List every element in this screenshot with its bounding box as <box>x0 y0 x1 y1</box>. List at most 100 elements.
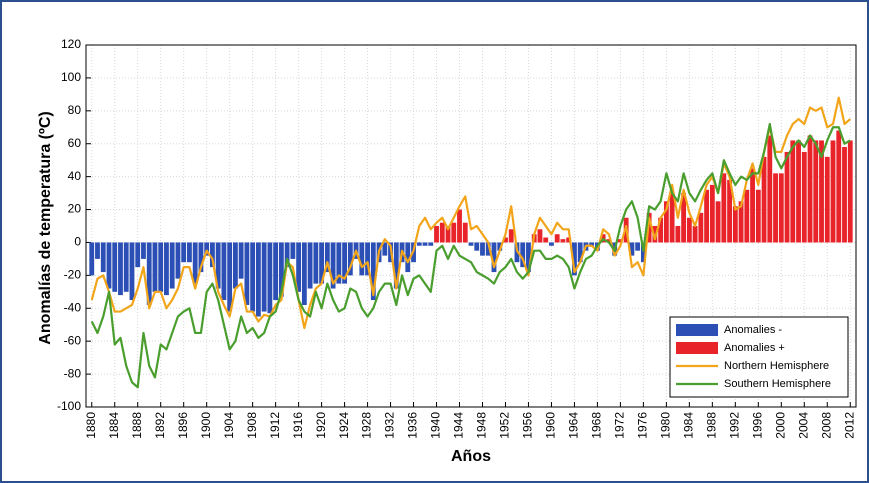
bar <box>629 242 635 256</box>
legend-label: Anomalies + <box>724 342 785 354</box>
bar <box>503 237 508 243</box>
x-tick-label: 1964 <box>567 412 581 439</box>
y-tick-label: 100 <box>61 70 81 84</box>
x-tick-label: 1996 <box>750 412 764 439</box>
bar <box>847 140 853 243</box>
bar <box>686 217 692 243</box>
y-tick-label: -100 <box>57 399 81 413</box>
x-tick-label: 1892 <box>153 412 167 439</box>
bar <box>365 242 370 276</box>
bar <box>836 130 842 243</box>
bar <box>347 242 353 276</box>
bar <box>416 242 422 246</box>
bar <box>370 242 376 301</box>
x-tick-label: 1900 <box>199 412 213 439</box>
x-tick-label: 1944 <box>452 412 466 439</box>
x-tick-label: 1940 <box>429 412 443 439</box>
bar <box>790 140 796 243</box>
x-tick-label: 1880 <box>84 412 98 439</box>
line <box>90 122 851 389</box>
bar <box>204 242 210 256</box>
bar <box>255 242 261 317</box>
y-tick-label: 0 <box>74 235 81 249</box>
x-tick-label: 1916 <box>291 412 305 439</box>
y-tick-label: 40 <box>68 169 82 183</box>
bar <box>106 242 112 289</box>
bar <box>721 173 727 243</box>
bar <box>244 242 250 305</box>
x-tick-label: 1992 <box>728 412 742 439</box>
y-axis-title: Anomalías de temperatura (ºC) <box>37 111 54 344</box>
bar <box>273 242 279 301</box>
bar <box>169 242 175 289</box>
bar <box>784 151 790 243</box>
bar <box>89 242 95 276</box>
bar <box>617 239 623 243</box>
x-tick-label: 1980 <box>659 412 673 439</box>
bar <box>146 242 152 305</box>
bar <box>393 242 399 289</box>
x-tick-label: 1936 <box>406 412 420 439</box>
bar <box>474 242 480 251</box>
bar <box>342 242 347 284</box>
x-tick-label: 1948 <box>475 412 489 439</box>
bar <box>750 168 755 243</box>
bar <box>290 242 296 259</box>
bar <box>658 217 664 243</box>
bar <box>422 242 428 246</box>
bar <box>520 242 526 268</box>
legend-label: Northern Hemisphere <box>724 360 829 372</box>
bar <box>405 242 411 273</box>
x-tick-label: 1956 <box>521 412 535 439</box>
bar <box>112 242 118 292</box>
bar <box>336 242 342 284</box>
bar <box>640 242 646 263</box>
bar <box>830 140 836 243</box>
bar <box>181 242 187 263</box>
legend-swatch <box>676 324 718 336</box>
bar <box>158 242 164 292</box>
bar <box>755 189 761 243</box>
bar <box>192 242 198 284</box>
legend-label: Southern Hemisphere <box>724 378 831 390</box>
bar <box>261 242 267 312</box>
bar <box>485 242 491 256</box>
bar <box>313 242 319 284</box>
bar <box>704 189 710 243</box>
x-tick-label: 1908 <box>245 412 259 439</box>
legend-label: Anomalies - <box>724 324 782 336</box>
bar <box>100 242 106 273</box>
x-tick-label: 1960 <box>544 412 558 439</box>
bar <box>164 242 169 296</box>
bar <box>210 242 215 268</box>
bar <box>497 242 503 251</box>
x-tick-label: 2004 <box>796 412 810 439</box>
bar <box>330 242 336 289</box>
bar <box>761 156 767 243</box>
bar <box>198 242 204 273</box>
bar <box>175 242 181 279</box>
bar <box>135 242 141 268</box>
bar <box>744 189 750 243</box>
bar <box>537 229 543 243</box>
bar <box>118 242 123 296</box>
bar <box>549 242 554 246</box>
bar <box>606 239 612 243</box>
y-tick-label: -40 <box>64 300 82 314</box>
bar <box>663 201 669 243</box>
bar <box>250 242 256 312</box>
bar <box>635 242 641 251</box>
bar <box>187 242 192 263</box>
x-tick-label: 1988 <box>705 412 719 439</box>
x-tick-label: 1968 <box>590 412 604 439</box>
bar <box>284 242 290 268</box>
bar <box>566 237 572 243</box>
bar <box>324 242 330 273</box>
x-tick-label: 2012 <box>842 412 856 439</box>
bar <box>267 242 273 314</box>
bar <box>801 151 807 243</box>
bar <box>428 242 434 246</box>
bar <box>221 242 227 301</box>
bar <box>577 242 583 263</box>
